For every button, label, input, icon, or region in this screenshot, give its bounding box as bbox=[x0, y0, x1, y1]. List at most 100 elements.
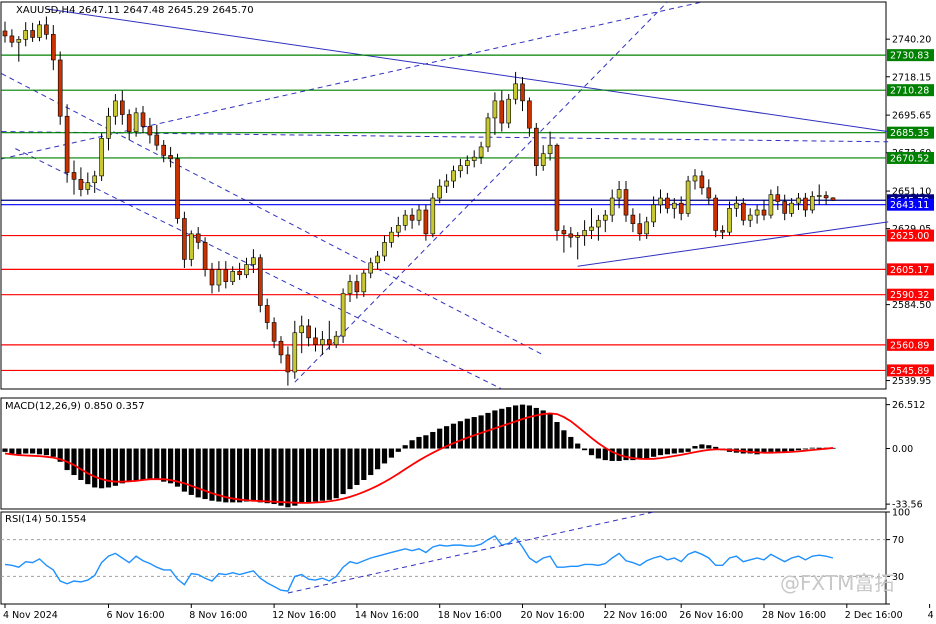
candle-body bbox=[464, 160, 470, 166]
macd-bar bbox=[9, 448, 15, 454]
candle bbox=[540, 145, 546, 171]
candle bbox=[326, 320, 332, 350]
macd-bar bbox=[326, 448, 332, 500]
candle-body bbox=[582, 230, 587, 236]
macd-bar bbox=[50, 448, 56, 457]
candle-body bbox=[223, 269, 229, 282]
candle bbox=[754, 204, 760, 224]
candle-body bbox=[547, 144, 553, 155]
level-tag bbox=[887, 49, 934, 62]
time-tick-label: 4 Dec 16:00 bbox=[928, 610, 936, 621]
candle bbox=[678, 196, 684, 221]
candle-body bbox=[458, 165, 463, 172]
macd-bar bbox=[381, 448, 388, 464]
candle bbox=[796, 192, 801, 210]
time-tick-label: 6 Nov 16:00 bbox=[107, 610, 165, 621]
candle bbox=[740, 198, 746, 226]
candle-body bbox=[513, 83, 518, 100]
candle bbox=[16, 36, 22, 62]
candle-body bbox=[230, 271, 235, 282]
candle bbox=[492, 92, 498, 135]
candle bbox=[147, 117, 153, 144]
macd-bar bbox=[692, 446, 698, 449]
macd-bar bbox=[789, 448, 795, 452]
candle bbox=[816, 184, 822, 205]
macd-bar bbox=[312, 448, 319, 502]
candle bbox=[340, 288, 346, 343]
macd-bar bbox=[664, 448, 670, 455]
candle bbox=[168, 146, 173, 168]
macd-bar bbox=[706, 445, 712, 449]
candle-body bbox=[395, 225, 401, 233]
candle-body bbox=[120, 100, 125, 115]
candle-body bbox=[333, 335, 339, 345]
candle-body bbox=[506, 98, 512, 124]
rsi-tick-label: 70 bbox=[892, 535, 904, 546]
candle bbox=[658, 189, 663, 214]
macd-bar bbox=[575, 443, 581, 449]
level-tag bbox=[887, 338, 934, 351]
candle-body bbox=[9, 35, 15, 43]
candle-body bbox=[782, 201, 788, 214]
candle bbox=[99, 133, 104, 182]
candle bbox=[230, 266, 235, 286]
time-tick-label: 2 Dec 16:00 bbox=[845, 610, 903, 621]
macd-bar bbox=[395, 448, 401, 452]
price-tick-label: 2718.15 bbox=[892, 72, 931, 83]
candle-body bbox=[313, 337, 318, 345]
macd-bar bbox=[230, 448, 236, 503]
candle-body bbox=[264, 305, 270, 323]
candle bbox=[506, 94, 512, 129]
candle bbox=[23, 22, 29, 47]
candle-body bbox=[326, 339, 332, 345]
candle-body bbox=[665, 197, 670, 209]
candle bbox=[423, 204, 429, 241]
candle-body bbox=[589, 226, 594, 231]
time-tick-label: 22 Nov 16:00 bbox=[603, 610, 667, 621]
candle-body bbox=[651, 204, 656, 223]
candle bbox=[320, 331, 325, 355]
macd-bar bbox=[409, 440, 415, 449]
macd-bar bbox=[561, 430, 567, 449]
candle bbox=[251, 249, 256, 274]
candle bbox=[602, 209, 608, 233]
candle bbox=[547, 131, 553, 161]
candle-body bbox=[740, 202, 746, 221]
macd-bar bbox=[105, 448, 112, 488]
candle bbox=[830, 197, 836, 201]
macd-bar bbox=[588, 448, 595, 456]
candle-body bbox=[478, 146, 484, 158]
candle bbox=[64, 104, 70, 183]
candle-body bbox=[278, 340, 284, 356]
candle bbox=[402, 209, 408, 231]
macd-bar bbox=[457, 421, 463, 449]
candle-body bbox=[658, 197, 663, 206]
macd-bar bbox=[147, 448, 153, 481]
candle bbox=[789, 198, 794, 217]
candle bbox=[727, 201, 732, 236]
candle bbox=[375, 250, 380, 270]
candle bbox=[630, 208, 636, 233]
candle bbox=[554, 143, 560, 241]
candle bbox=[299, 315, 305, 354]
candle-body bbox=[451, 170, 456, 182]
macd-bar bbox=[250, 448, 256, 502]
candle-body bbox=[389, 231, 394, 243]
candle bbox=[416, 204, 422, 226]
macd-bar bbox=[582, 448, 588, 451]
macd-bar bbox=[809, 447, 815, 449]
candle-body bbox=[830, 197, 836, 201]
candle bbox=[361, 269, 367, 297]
candle-body bbox=[630, 214, 636, 224]
candle bbox=[140, 105, 146, 134]
macd-bar bbox=[209, 448, 215, 501]
macd-bar bbox=[361, 448, 367, 481]
candle-body bbox=[57, 59, 63, 117]
macd-bar bbox=[671, 448, 677, 454]
candle bbox=[126, 109, 132, 141]
candle bbox=[244, 257, 249, 279]
time-tick-label: 12 Nov 16:00 bbox=[272, 610, 336, 621]
candle-body bbox=[402, 214, 408, 226]
level-tags: 2730.832710.282685.352670.522645.702643.… bbox=[887, 49, 934, 377]
